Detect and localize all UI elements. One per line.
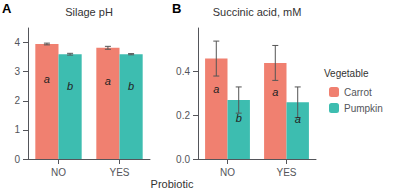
svg-text:Carrot: Carrot [344, 87, 372, 98]
svg-text:Probiotic: Probiotic [151, 178, 194, 190]
svg-text:B: B [172, 1, 181, 16]
svg-text:3: 3 [14, 66, 20, 77]
svg-text:YES: YES [109, 167, 129, 178]
svg-text:Vegetable: Vegetable [324, 68, 369, 79]
svg-text:A: A [2, 1, 12, 16]
svg-text:a: a [295, 113, 301, 125]
svg-text:4: 4 [14, 37, 20, 48]
svg-text:b: b [128, 80, 134, 92]
svg-text:YES: YES [276, 167, 296, 178]
svg-text:b: b [236, 112, 242, 124]
svg-text:a: a [213, 83, 219, 95]
svg-text:a: a [44, 73, 50, 85]
svg-text:Pumpkin: Pumpkin [344, 103, 383, 114]
svg-text:0: 0 [14, 154, 20, 165]
svg-text:0.0: 0.0 [176, 154, 190, 165]
svg-text:2: 2 [14, 95, 20, 106]
svg-text:b: b [67, 80, 73, 92]
svg-text:Silage pH: Silage pH [65, 6, 113, 18]
svg-text:0.2: 0.2 [176, 110, 190, 121]
svg-text:NO: NO [220, 167, 235, 178]
svg-text:a: a [105, 75, 111, 87]
svg-text:a: a [272, 86, 278, 98]
svg-text:1: 1 [14, 124, 20, 135]
svg-text:NO: NO [51, 167, 66, 178]
svg-text:Succinic acid, mM: Succinic acid, mM [213, 6, 302, 18]
svg-text:0.4: 0.4 [176, 66, 190, 77]
